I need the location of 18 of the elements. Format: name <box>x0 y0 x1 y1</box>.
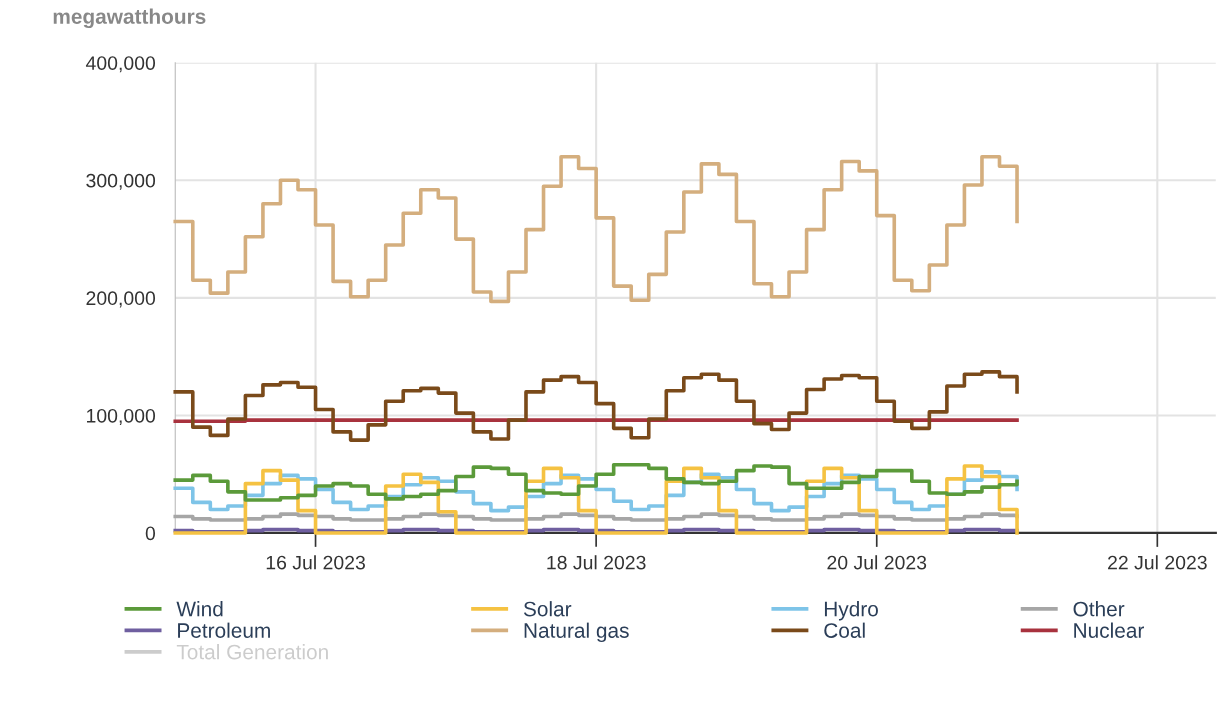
y-tick-label: 100,000 <box>87 408 156 425</box>
legend-label: Coal <box>824 622 865 638</box>
legend-label: Petroleum <box>178 622 270 638</box>
legend-label: Solar <box>523 601 572 617</box>
y-tick-label: 0 <box>145 526 156 541</box>
legend-label: Other <box>1073 601 1125 617</box>
legend-label: Wind <box>176 601 223 617</box>
y-tick-label: 300,000 <box>86 173 156 190</box>
x-tick-label: 20 Jul 2023 <box>827 555 927 570</box>
legend-label: Hydro <box>824 601 878 621</box>
legend-label: Nuclear <box>1074 622 1145 638</box>
legend-label: Natural gas <box>524 622 629 643</box>
y-tick-label: 400,000 <box>85 56 156 73</box>
x-tick-label: 22 Jul 2023 <box>1108 555 1207 570</box>
x-tick-label: 18 Jul 2023 <box>547 555 646 570</box>
y-tick-label: 200,000 <box>86 291 156 308</box>
x-tick-label: 16 Jul 2023 <box>266 555 365 570</box>
y-axis-title: megawatthours <box>53 8 206 29</box>
